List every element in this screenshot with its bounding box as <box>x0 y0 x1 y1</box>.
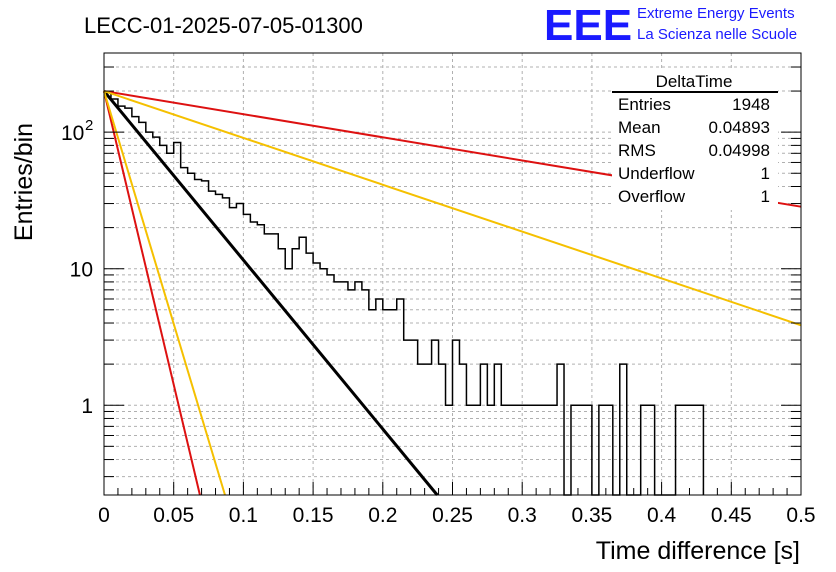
y-tick-label: 10 <box>70 259 93 282</box>
fit-curve-yellow-shallow <box>103 90 802 327</box>
stats-value: 0.04998 <box>709 141 770 160</box>
x-tick-label: 0.25 <box>432 504 473 527</box>
x-tick-label: 0.05 <box>153 504 194 527</box>
x-tick-label: 0.2 <box>368 504 397 527</box>
x-tick-label: 0.5 <box>786 504 815 527</box>
histogram-outline <box>104 91 705 496</box>
stats-label: Mean <box>618 118 661 137</box>
stats-box-bg <box>612 70 778 210</box>
stats-label: Entries <box>618 95 671 114</box>
x-tick-label: 0.3 <box>508 504 537 527</box>
logo-line2: La Scienza nelle Scuole <box>637 26 797 43</box>
y-axis-title: Entries/bin <box>10 123 38 241</box>
stats-value: 1 <box>761 164 770 183</box>
fit-curve-red-steep <box>103 90 201 496</box>
histogram <box>104 91 705 496</box>
eee-logo: EEE Extreme Energy Events La Scienza nel… <box>544 1 797 50</box>
x-tick-labels: 0 0.05 0.1 0.15 0.2 0.25 0.3 0.35 0.4 0.45 0.5 <box>98 504 815 527</box>
stats-label: RMS <box>618 141 656 160</box>
x-tick-label: 0.1 <box>229 504 258 527</box>
y-tick-label: 1 <box>81 395 93 418</box>
x-tick-label: 0.4 <box>647 504 677 527</box>
fit-curve-fit <box>102 90 439 496</box>
stats-title: DeltaTime <box>656 72 733 91</box>
plot-frame <box>103 52 802 496</box>
stats-value: 0.04893 <box>709 118 770 137</box>
x-tick-label: 0.45 <box>711 504 752 527</box>
stats-value: 1948 <box>732 95 770 114</box>
logo-line1: Extreme Energy Events <box>637 5 795 22</box>
logo-mark: EEE <box>544 1 632 50</box>
x-tick-label: 0 <box>98 504 110 527</box>
fit-curve-yellow-steep <box>103 90 226 496</box>
stats-box: DeltaTime Entries 1948 Mean 0.04893 RMS 0.049… <box>612 70 778 210</box>
stats-label: Underflow <box>618 164 695 183</box>
stats-label: Overflow <box>618 187 686 206</box>
y-tick-exponent: 2 <box>85 117 93 134</box>
y-tick-label: 10 <box>61 122 84 145</box>
chart-title: LECC-01-2025-07-05-01300 <box>84 13 363 38</box>
x-tick-label: 0.35 <box>571 504 612 527</box>
axis-ticks <box>103 66 802 495</box>
x-axis-title: Time difference [s] <box>596 537 800 565</box>
x-tick-label: 0.15 <box>293 504 334 527</box>
stats-value: 1 <box>761 187 770 206</box>
